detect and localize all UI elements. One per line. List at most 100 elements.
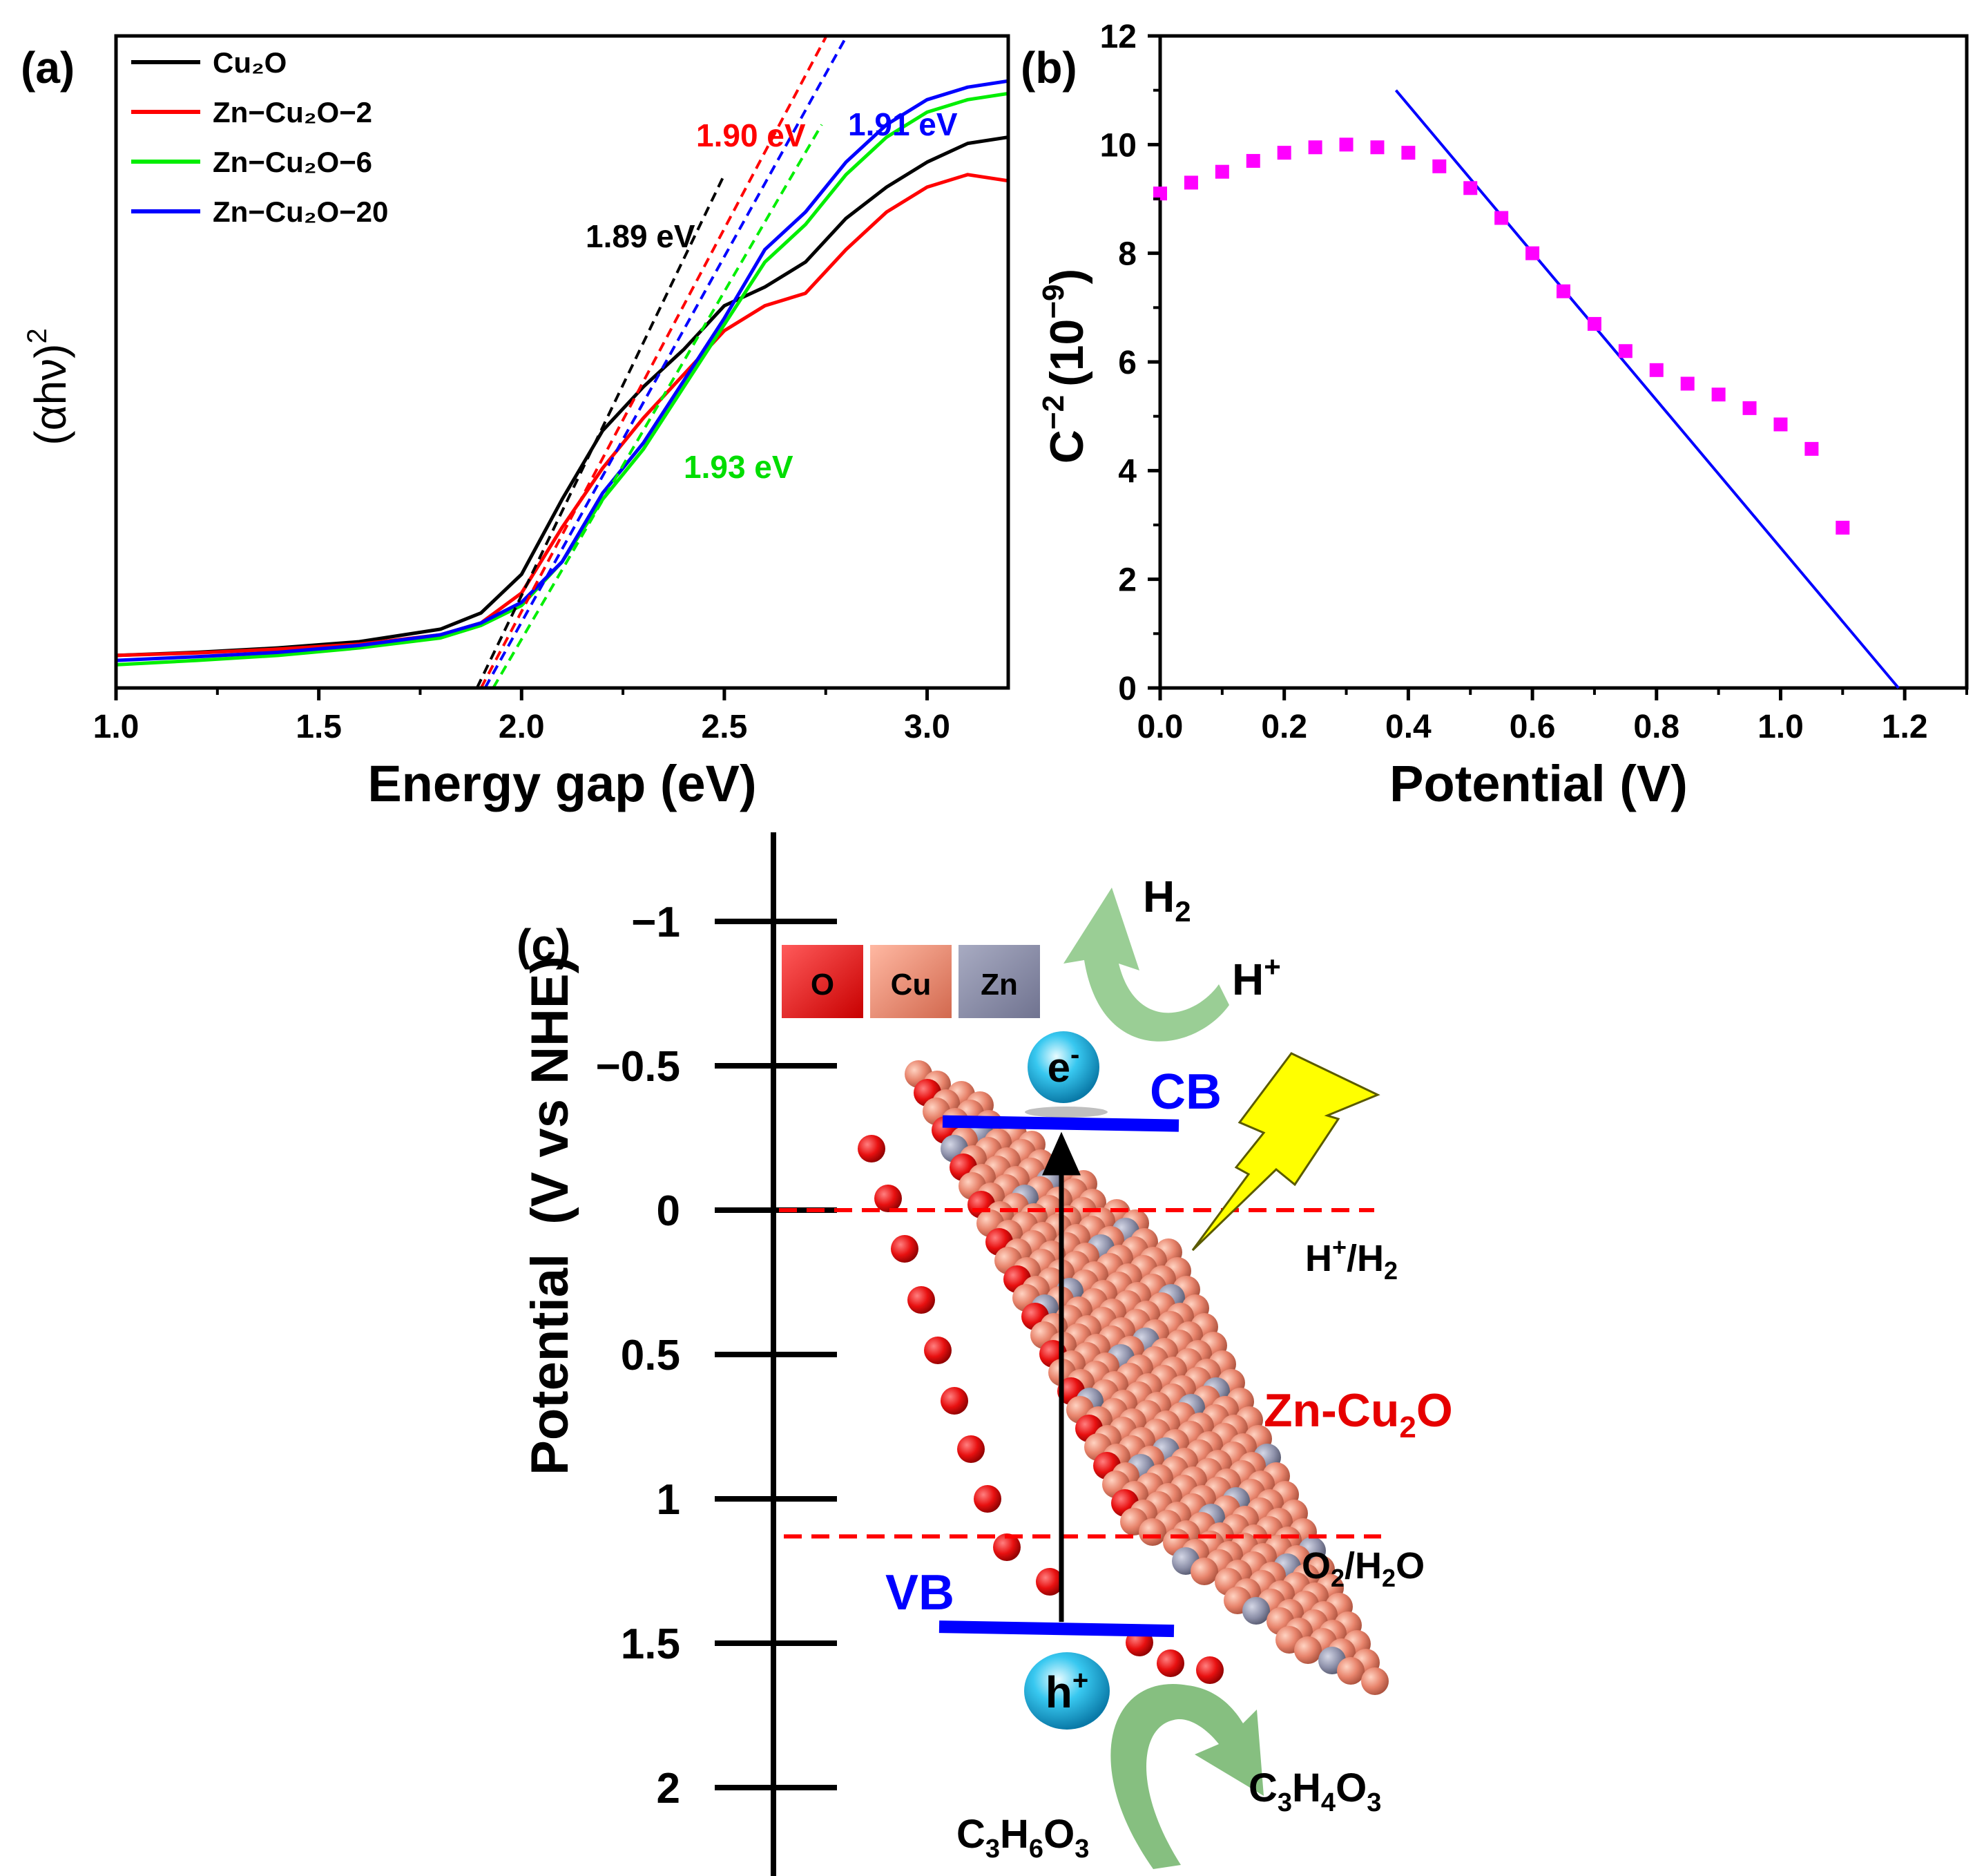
atom-sphere: [1157, 1649, 1184, 1677]
atom-sphere: [1294, 1636, 1322, 1664]
panel-b-y-label-sup: −2: [1037, 395, 1070, 430]
o-redox-label: O2/H2O: [1302, 1545, 1425, 1592]
h-plus-label: H+: [1232, 950, 1281, 1004]
lactic-acid-oxidation-arrow-icon: [1110, 1683, 1264, 1869]
panel-c: −1 −0.5 0 0.5 1 1.5 2 Potential (V vs NHE) (c)…: [517, 832, 1453, 1876]
panel-a: (a) 1.0 1.5 2.0 2.5 3.0 Energy gap (eV) (αhν…: [21, 34, 1010, 812]
atom-legend-box-O: [782, 945, 863, 1018]
panel-a-y-label-base: (αhν): [26, 344, 75, 446]
atom-legend-label-Cu: Cu: [891, 968, 932, 1002]
potential-tick-label: 2: [657, 1765, 680, 1812]
panel-a-tangents: [475, 36, 847, 688]
cb-label: CB: [1150, 1064, 1222, 1120]
product-label: C3H4O3: [1249, 1765, 1381, 1817]
reactant-label: C3H6O3: [956, 1812, 1089, 1864]
potential-tick-label: 1: [657, 1476, 680, 1524]
lightning-bolt-icon: [1191, 1052, 1380, 1252]
electron-symbol: e: [1048, 1044, 1070, 1091]
potential-axis-label: Potential (V vs NHE): [521, 956, 579, 1475]
atom-legend-label-Zn: Zn: [981, 968, 1018, 1002]
atom-sphere: [1139, 1518, 1166, 1546]
zn-cu2o-crystal-illustration: [858, 1060, 1389, 1695]
h-redox-label: H+/H2: [1305, 1233, 1398, 1285]
atom-legend: O Cu Zn: [782, 945, 1040, 1018]
series-line-1: [116, 173, 1008, 658]
data-point: [1587, 316, 1601, 331]
tangent-line-2: [483, 36, 847, 688]
svg-text:C−2(10−9): C−2 (10−9): [1037, 269, 1093, 463]
svg-text:Potential (V vs NHE): Potential (V vs NHE): [521, 956, 579, 1475]
tangent-label-red: 1.90 eV: [696, 117, 806, 153]
panel-a-frame: [114, 34, 1010, 690]
panel-b-points: [1153, 137, 1850, 535]
h2-label: H2: [1143, 872, 1191, 928]
valence-band-line: [938, 1620, 1175, 1638]
panel-a-y-label: (αhν)2: [22, 328, 75, 445]
atom-legend-box-Cu: [870, 945, 952, 1018]
potential-tick-label: 0.5: [621, 1332, 680, 1379]
panel-b-x-ticks: 0.0 0.2 0.4 0.6 0.8 1.0 1.2: [1137, 688, 1968, 745]
atom-sphere: [924, 1337, 952, 1364]
data-point: [1308, 140, 1322, 155]
panel-b-label: (b): [1021, 43, 1077, 93]
x-tick-label: 1.5: [296, 709, 342, 745]
data-point: [1836, 520, 1850, 535]
y-tick-label: 0: [1118, 671, 1137, 707]
data-point: [1711, 387, 1726, 402]
y-tick-label: 2: [1118, 562, 1137, 599]
atom-sphere: [1196, 1656, 1224, 1684]
panel-c-label: (c): [517, 920, 570, 970]
atom-legend-box-Zn: [959, 945, 1040, 1018]
atom-sphere: [1036, 1568, 1063, 1596]
data-point: [1804, 441, 1819, 456]
data-point: [1432, 159, 1447, 173]
data-point: [1370, 140, 1385, 155]
x-tick-label: 0.8: [1633, 709, 1679, 745]
x-tick-label: 1.0: [1757, 709, 1804, 745]
potential-tick-label: −1: [631, 899, 680, 946]
panel-a-legend: Cu₂O Zn−Cu₂O−2 Zn−Cu₂O−6 Zn−Cu₂O−20: [131, 46, 388, 228]
atom-sphere: [1242, 1597, 1270, 1625]
legend-label-1: Zn−Cu₂O−2: [213, 96, 372, 128]
atom-sphere: [858, 1135, 885, 1162]
panel-b-y-label-unit-sup: −9: [1037, 284, 1070, 318]
panel-b-frame: [1158, 34, 1969, 690]
panel-b: (b) 0.0 0.2 0.4 0.6 0.8 1.0 1.2 0 2 4 6 8 10 12 Pote…: [1021, 19, 1969, 812]
electron-ball: e-: [1025, 1031, 1108, 1118]
data-point: [1184, 175, 1198, 190]
series-line-0: [116, 135, 1008, 658]
potential-tick-label: −0.5: [596, 1043, 680, 1091]
atom-sphere: [941, 1387, 968, 1415]
tangent-line-3: [492, 124, 823, 688]
panel-a-x-ticks: 1.0 1.5 2.0 2.5 3.0: [93, 688, 950, 745]
svg-text:(αhν)2: (αhν)2: [22, 328, 75, 445]
panel-a-label: (a): [21, 43, 75, 93]
data-point: [1557, 284, 1570, 298]
atom-sphere: [891, 1235, 918, 1263]
x-tick-label: 0.6: [1510, 709, 1556, 745]
atom-legend-label-O: O: [811, 968, 834, 1002]
panel-b-fit-line: [1394, 89, 1900, 689]
svg-text:h+: h+: [1046, 1665, 1088, 1717]
x-tick-label: 0.4: [1385, 709, 1432, 745]
hole-ball: h+: [1024, 1652, 1110, 1730]
legend-label-0: Cu₂O: [213, 46, 287, 79]
electron-sup: -: [1070, 1040, 1079, 1070]
y-tick-label: 6: [1118, 345, 1137, 381]
tangent-line-1: [479, 36, 827, 688]
material-label: Zn-Cu2O: [1264, 1384, 1453, 1444]
y-tick-label: 10: [1100, 127, 1137, 164]
panel-b-y-label-unit: (10: [1041, 319, 1093, 387]
h2-evolution-arrow-icon: [1063, 888, 1229, 1042]
atom-sphere: [1337, 1657, 1365, 1685]
svg-text:e-: e-: [1048, 1040, 1080, 1091]
panel-a-x-label: Energy gap (eV): [367, 755, 756, 812]
tangent-label-green: 1.93 eV: [684, 449, 793, 485]
conduction-band-line: [942, 1115, 1179, 1132]
data-point: [1680, 376, 1695, 391]
panel-a-y-label-sup: 2: [22, 328, 52, 343]
tangent-label-blue: 1.91 eV: [848, 106, 958, 142]
data-point: [1618, 344, 1633, 358]
atom-sphere: [1361, 1667, 1389, 1695]
